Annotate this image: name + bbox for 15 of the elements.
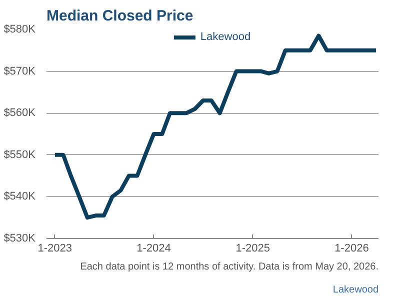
text: Lakewood [332,284,379,296]
chart-title: Median Closed Price [46,8,194,24]
y-tick-label: $540K [4,190,36,203]
y-tick-label: $570K [4,65,36,78]
x-tick-label: 1-2023 [38,242,72,254]
y-tick-label: $530K [4,232,36,244]
y-tick-label: $560K [4,107,36,120]
legend-label: Lakewood [200,31,251,43]
y-tick-label: $580K [4,24,36,36]
x-tick-label: 1-2026 [334,242,369,254]
text: Each data point is 12 months of activity. Data is from May 20, 2026. [80,262,378,272]
line-series [52,34,378,220]
x-tick-label: 1-2025 [236,242,270,254]
x-tick-label: 1-2024 [136,242,171,254]
y-tick-label: $550K [4,148,36,161]
